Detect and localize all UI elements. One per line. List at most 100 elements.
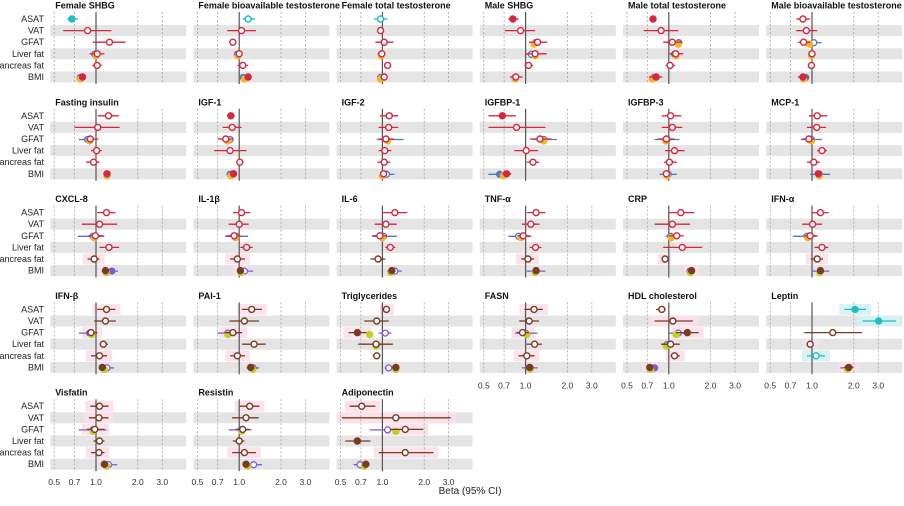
estimate-point xyxy=(683,328,692,337)
x-tick-label: 0.7 xyxy=(785,380,797,390)
estimate-point xyxy=(249,461,258,469)
estimate-point xyxy=(381,329,389,337)
x-tick-label: 2.0 xyxy=(705,380,717,390)
panel-title: Leptin xyxy=(771,291,798,301)
estimate-point xyxy=(68,15,76,23)
row-band xyxy=(766,361,903,373)
estimate-point xyxy=(392,363,400,372)
panel-male-total-testosterone: Male total testosterone xyxy=(623,1,760,84)
row-band xyxy=(336,315,473,327)
panel-title: Female bioavailable testosterone xyxy=(198,1,340,11)
row-band xyxy=(766,145,903,157)
row-band xyxy=(50,218,187,230)
estimate-point xyxy=(516,26,525,35)
estimate-point xyxy=(233,255,242,263)
estimate-point xyxy=(358,402,366,410)
x-tick-label: 0.5 xyxy=(764,380,776,390)
row-band xyxy=(193,435,330,447)
row-label: Pancreas fat xyxy=(0,448,44,458)
row-band xyxy=(336,265,473,277)
estimate-point xyxy=(229,38,237,46)
panel-igf-1: IGF-1 xyxy=(193,97,330,181)
estimate-point xyxy=(814,170,822,178)
row-band xyxy=(50,458,187,470)
panel-title: Male bioavailable testosterone xyxy=(771,1,902,11)
estimate-point xyxy=(813,112,821,120)
panel-adiponectin: Adiponectin 0.5 0.7 1.0 2.0 3.0 xyxy=(335,388,473,487)
estimate-point xyxy=(244,73,252,81)
row-band xyxy=(336,25,473,37)
estimate-point xyxy=(230,232,238,240)
x-tick-label: 2.0 xyxy=(132,477,144,487)
row-band xyxy=(50,71,187,83)
estimate-point xyxy=(818,243,826,252)
estimate-point xyxy=(235,437,243,445)
estimate-point xyxy=(812,123,821,132)
estimate-point xyxy=(229,170,238,178)
row-label: Pancreas fat xyxy=(0,254,44,264)
panel-title: IGFBP-3 xyxy=(628,97,664,107)
row-band xyxy=(193,121,330,133)
estimate-point xyxy=(401,448,409,457)
estimate-point xyxy=(380,38,388,46)
estimate-point xyxy=(512,123,521,132)
estimate-point xyxy=(105,243,113,252)
estimate-point xyxy=(527,220,535,228)
x-tick-label: 1.0 xyxy=(806,380,818,390)
row-band xyxy=(623,145,760,157)
estimate-point xyxy=(533,38,542,46)
row-band xyxy=(766,265,903,277)
panel-il-1-: IL-1β xyxy=(193,194,330,278)
estimate-point xyxy=(381,146,389,155)
estimate-point xyxy=(89,158,98,166)
estimate-point xyxy=(666,61,674,70)
estimate-point xyxy=(366,330,374,339)
panel-title: Fasting insulin xyxy=(55,97,119,107)
row-label: BMI xyxy=(28,169,44,179)
row-band xyxy=(50,265,187,277)
x-tick-label: 1.0 xyxy=(520,380,532,390)
row-band xyxy=(479,71,616,83)
estimate-point xyxy=(250,340,258,348)
row-band xyxy=(766,121,903,133)
estimate-point xyxy=(668,38,677,46)
row-label: BMI xyxy=(28,266,44,276)
estimate-point xyxy=(242,243,251,252)
estimate-point xyxy=(666,340,675,348)
row-label: Liver fat xyxy=(12,339,45,349)
panel-crp: CRP xyxy=(623,194,760,278)
row-band xyxy=(336,48,473,60)
estimate-point xyxy=(816,208,825,217)
estimate-point xyxy=(83,26,92,35)
estimate-point xyxy=(95,402,104,410)
panel-title: Visfatin xyxy=(55,388,87,398)
row-label: BMI xyxy=(28,459,44,469)
estimate-point xyxy=(531,50,539,58)
x-tick-label: 0.5 xyxy=(335,477,347,487)
estimate-point xyxy=(874,317,883,325)
estimate-point xyxy=(668,123,677,132)
row-band xyxy=(336,145,473,157)
estimate-point xyxy=(808,50,816,58)
estimate-point xyxy=(91,425,99,434)
row-band xyxy=(193,241,330,253)
row-label: GFAT xyxy=(21,37,44,47)
row-label: ASAT xyxy=(21,14,44,24)
x-tick-label: 0.5 xyxy=(478,380,490,390)
estimate-point xyxy=(509,15,517,23)
row-label: Liver fat xyxy=(12,146,45,156)
row-label: ASAT xyxy=(21,304,44,314)
panel-tnf-: TNF-α xyxy=(479,194,616,278)
estimate-point xyxy=(90,255,98,263)
panel-title: IGF-2 xyxy=(342,97,365,107)
estimate-point xyxy=(525,363,534,372)
estimate-point xyxy=(829,328,837,337)
row-band xyxy=(623,121,760,133)
estimate-point xyxy=(240,448,249,457)
estimate-point xyxy=(799,15,807,23)
x-tick-label: 3.0 xyxy=(586,380,598,390)
panel-female-total-testosterone: Female total testosterone xyxy=(336,1,473,84)
estimate-point xyxy=(687,266,696,275)
estimate-point xyxy=(677,208,685,217)
